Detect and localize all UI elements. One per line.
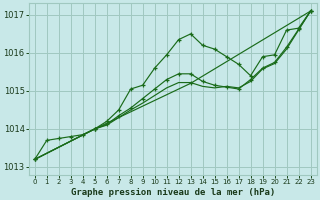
X-axis label: Graphe pression niveau de la mer (hPa): Graphe pression niveau de la mer (hPa) [70,188,275,197]
